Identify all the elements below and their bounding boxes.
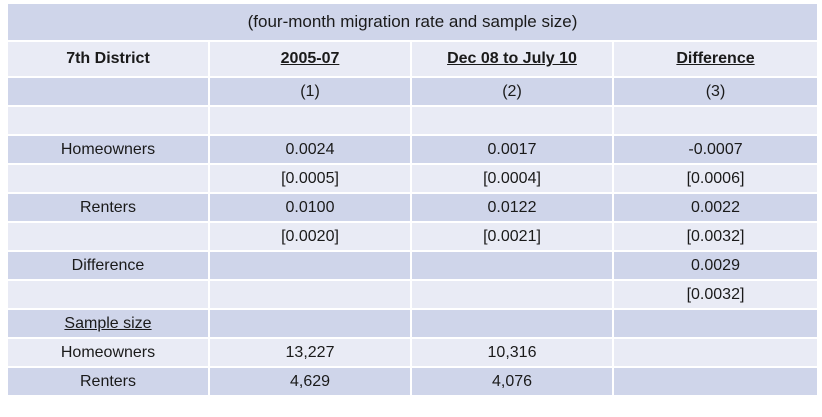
table-row: [0.0020] [0.0021] [0.0032] <box>8 223 817 252</box>
row-cell <box>412 252 614 281</box>
row-cell: 10,316 <box>412 339 614 368</box>
header-dec08-july10: Dec 08 to July 10 <box>412 42 614 78</box>
row-cell <box>412 281 614 310</box>
row-cell <box>210 252 412 281</box>
row-label: Difference <box>8 252 210 281</box>
header-2005-07: 2005-07 <box>210 42 412 78</box>
row-label <box>8 107 210 136</box>
table-row: Renters 0.0100 0.0122 0.0022 <box>8 194 817 223</box>
table-row: Renters 4,629 4,076 <box>8 368 817 397</box>
row-cell: [0.0006] <box>614 165 817 194</box>
row-cell <box>412 310 614 339</box>
row-cell <box>614 107 817 136</box>
col-number-1: (1) <box>210 78 412 107</box>
row-cell <box>210 310 412 339</box>
row-cell <box>614 310 817 339</box>
row-cell: [0.0021] <box>412 223 614 252</box>
table-row: [0.0005] [0.0004] [0.0006] <box>8 165 817 194</box>
migration-table: (four-month migration rate and sample si… <box>8 4 817 397</box>
table-row: Difference 0.0029 <box>8 252 817 281</box>
table-row <box>8 107 817 136</box>
row-cell <box>614 339 817 368</box>
row-label: Homeowners <box>8 339 210 368</box>
row-cell: -0.0007 <box>614 136 817 165</box>
row-cell: [0.0004] <box>412 165 614 194</box>
row-cell: 0.0029 <box>614 252 817 281</box>
row-cell: 13,227 <box>210 339 412 368</box>
row-cell: 0.0024 <box>210 136 412 165</box>
row-cell: 0.0017 <box>412 136 614 165</box>
row-cell: 4,076 <box>412 368 614 397</box>
header-difference: Difference <box>614 42 817 78</box>
table-row: Homeowners 0.0024 0.0017 -0.0007 <box>8 136 817 165</box>
table-row: [0.0032] <box>8 281 817 310</box>
col-number-row: (1) (2) (3) <box>8 78 817 107</box>
row-label <box>8 165 210 194</box>
row-label: Renters <box>8 194 210 223</box>
table-caption: (four-month migration rate and sample si… <box>8 4 817 42</box>
table-row: Homeowners 13,227 10,316 <box>8 339 817 368</box>
row-cell: 4,629 <box>210 368 412 397</box>
row-cell: [0.0032] <box>614 223 817 252</box>
table-row: Sample size <box>8 310 817 339</box>
row-cell <box>210 281 412 310</box>
row-cell: 0.0100 <box>210 194 412 223</box>
row-cell: [0.0005] <box>210 165 412 194</box>
row-label <box>8 223 210 252</box>
row-label: Homeowners <box>8 136 210 165</box>
row-cell: [0.0032] <box>614 281 817 310</box>
caption-row: (four-month migration rate and sample si… <box>8 4 817 42</box>
row-cell <box>412 107 614 136</box>
row-label: Renters <box>8 368 210 397</box>
row-label <box>8 281 210 310</box>
row-cell <box>614 368 817 397</box>
col-number-2: (2) <box>412 78 614 107</box>
row-cell: 0.0122 <box>412 194 614 223</box>
row-cell: 0.0022 <box>614 194 817 223</box>
row-cell <box>210 107 412 136</box>
col-number-3: (3) <box>614 78 817 107</box>
header-row: 7th District 2005-07 Dec 08 to July 10 D… <box>8 42 817 78</box>
row-cell: [0.0020] <box>210 223 412 252</box>
header-district: 7th District <box>8 42 210 78</box>
sample-size-label: Sample size <box>8 310 210 339</box>
col-number-empty <box>8 78 210 107</box>
